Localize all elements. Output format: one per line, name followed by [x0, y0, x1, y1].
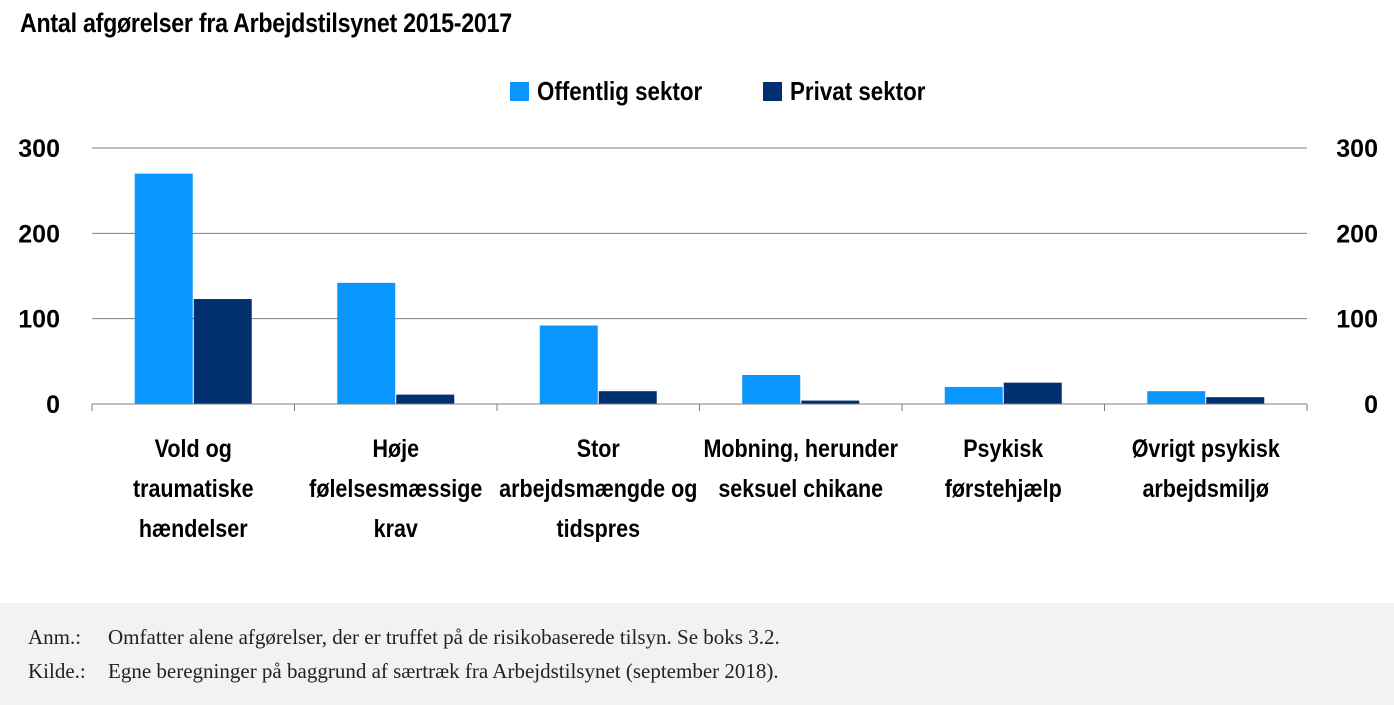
- category-label-0-line-2: hændelser: [139, 514, 248, 542]
- bar-privat-2: [598, 391, 657, 404]
- category-label-3-line-1: seksuel chikane: [718, 474, 883, 502]
- legend: Offentlig sektor Privat sektor: [510, 76, 982, 107]
- note-key-kilde: Kilde.:: [28, 659, 86, 683]
- note-row-anm: Anm.: Omfatter alene afgørelser, der er …: [28, 625, 780, 650]
- bar-privat-4: [1003, 382, 1062, 404]
- y-tick-label-right-0: 0: [1364, 391, 1378, 419]
- category-label-1-line-0: Høje: [372, 434, 419, 462]
- bar-privat-5: [1206, 397, 1265, 404]
- category-label-4-line-0: Psykisk: [963, 434, 1043, 462]
- bar-offentlig-3: [742, 374, 801, 404]
- notes-panel: Anm.: Omfatter alene afgørelser, der er …: [0, 603, 1394, 705]
- note-row-kilde: Kilde.: Egne beregninger på baggrund af …: [28, 659, 779, 684]
- y-tick-label-right-100: 100: [1336, 306, 1378, 334]
- chart-title: Antal afgørelser fra Arbejdstilsynet 201…: [20, 8, 512, 38]
- category-label-2-line-1: arbejdsmængde og: [499, 474, 697, 502]
- note-text-kilde: Egne beregninger på baggrund af særtræk …: [108, 659, 779, 683]
- bar-privat-1: [396, 394, 455, 404]
- legend-swatch-offentlig: [510, 82, 529, 101]
- category-label-2-line-2: tidspres: [556, 514, 640, 542]
- category-label-2-line-0: Stor: [577, 434, 620, 462]
- bar-privat-0: [193, 299, 252, 404]
- y-tick-label-left-200: 200: [18, 220, 60, 248]
- bar-offentlig-4: [944, 386, 1003, 404]
- category-label-1-line-2: krav: [374, 514, 418, 542]
- category-label-0-line-0: Vold og: [155, 434, 232, 462]
- bar-offentlig-2: [539, 325, 598, 404]
- bar-privat-3: [801, 400, 860, 404]
- bar-chart: 0 0 100 100 200 200 300 300 Vold og traumatiske hæ…: [18, 135, 1378, 542]
- category-label-5-line-1: arbejdsmiljø: [1142, 474, 1269, 502]
- category-label-5-line-0: Øvrigt psykisk: [1132, 434, 1280, 462]
- y-tick-label-left-100: 100: [18, 306, 60, 334]
- bar-offentlig-1: [337, 282, 396, 404]
- category-label-0-line-1: traumatiske: [133, 474, 254, 502]
- legend-swatch-privat: [763, 82, 783, 101]
- category-label-1-line-1: følelsesmæssige: [309, 474, 482, 502]
- legend-item-offentlig: Offentlig sektor: [510, 76, 729, 107]
- note-key-anm: Anm.:: [28, 625, 82, 649]
- category-label-3-line-0: Mobning, herunder: [703, 434, 898, 462]
- legend-label-offentlig: Offentlig sektor: [537, 76, 703, 106]
- note-text-anm: Omfatter alene afgørelser, der er truffe…: [108, 625, 780, 649]
- y-tick-label-right-200: 200: [1336, 220, 1378, 248]
- legend-item-privat: Privat sektor: [763, 76, 948, 107]
- y-tick-label-left-300: 300: [18, 135, 60, 163]
- bar-offentlig-0: [134, 173, 193, 404]
- bar-offentlig-5: [1147, 391, 1206, 404]
- y-tick-label-right-300: 300: [1336, 135, 1378, 163]
- legend-label-privat: Privat sektor: [790, 76, 926, 106]
- category-label-4-line-1: førstehjælp: [945, 474, 1062, 502]
- y-tick-label-left-0: 0: [46, 391, 60, 419]
